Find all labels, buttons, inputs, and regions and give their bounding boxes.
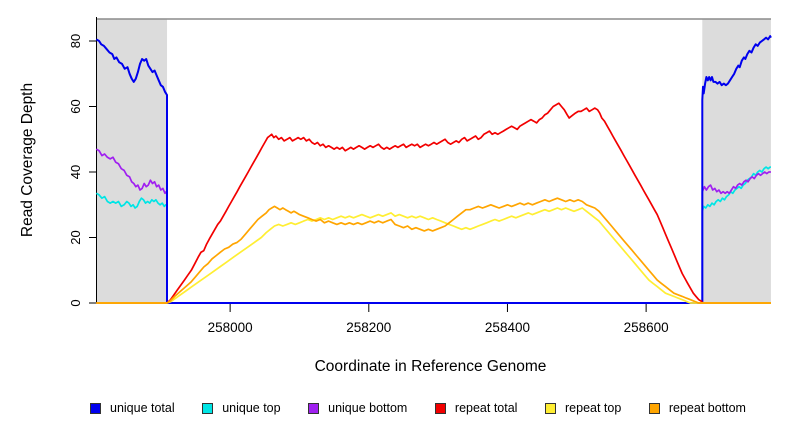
legend-swatch-unique-total <box>90 402 101 414</box>
x-axis-title: Coordinate in Reference Genome <box>315 358 547 375</box>
legend-item-unique-bottom: unique bottom <box>308 401 407 415</box>
shaded-region-right <box>702 19 771 303</box>
series-repeat-bottom <box>96 197 771 304</box>
legend-item-unique-total: unique total <box>90 401 175 415</box>
y-tick-label: 40 <box>68 165 83 179</box>
x-tick-label: 258400 <box>485 320 530 335</box>
legend-item-repeat-bottom: repeat bottom <box>648 401 746 415</box>
legend-item-repeat-top: repeat top <box>545 401 621 415</box>
x-tick-label: 258600 <box>624 320 669 335</box>
series-unique-bottom <box>95 148 771 304</box>
shaded-region-left <box>96 19 168 303</box>
legend-swatch-unique-bottom <box>308 402 320 414</box>
y-tick-label: 80 <box>68 34 83 48</box>
legend-label-unique-total: unique total <box>110 401 175 415</box>
series-unique-total <box>95 35 772 304</box>
legend-swatch-repeat-top <box>545 402 556 414</box>
y-tick-label: 60 <box>68 99 83 113</box>
y-tick-label: 20 <box>68 230 83 244</box>
legend-item-repeat-total: repeat total <box>434 401 518 415</box>
coverage-plot: 0 20 40 60 80 258000 258200 258400 258600 Coordin… <box>19 17 772 375</box>
legend-label-unique-bottom: unique bottom <box>328 401 408 415</box>
legend-label-repeat-top: repeat top <box>565 401 622 415</box>
y-tick-label: 0 <box>68 299 83 306</box>
legend-item-unique-top: unique top <box>202 401 281 415</box>
legend-label-unique-top: unique top <box>222 401 281 415</box>
legend: unique total unique top unique bottom repea… <box>0 394 792 422</box>
y-axis-title: Read Coverage Depth <box>19 83 36 237</box>
x-tick-label: 258200 <box>346 320 391 335</box>
legend-swatch-repeat-bottom <box>648 402 660 414</box>
legend-label-repeat-total: repeat total <box>454 401 518 415</box>
legend-label-repeat-bottom: repeat bottom <box>668 401 746 415</box>
legend-swatch-unique-top <box>202 402 214 414</box>
x-tick-label: 258000 <box>208 320 253 335</box>
series-repeat-total <box>96 102 771 304</box>
series-repeat-top <box>96 207 771 304</box>
legend-swatch-repeat-total <box>434 402 446 414</box>
